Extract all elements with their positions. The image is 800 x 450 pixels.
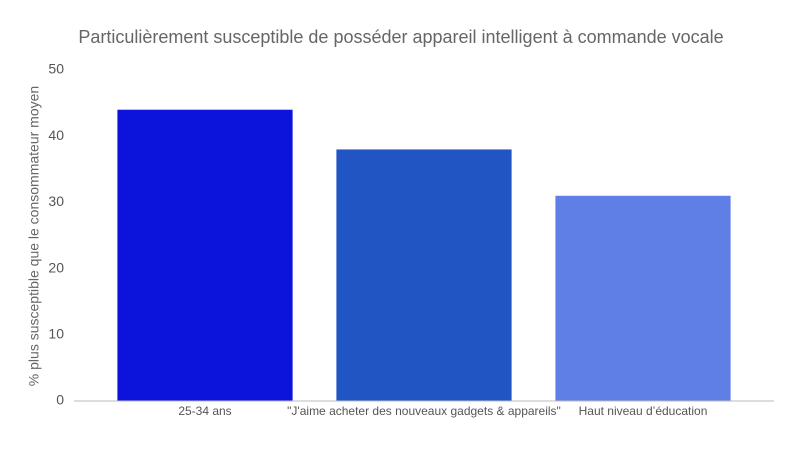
y-tick-label: 10 (48, 326, 64, 342)
bar (555, 195, 731, 401)
y-tick-label: 20 (48, 259, 64, 275)
chart-title: Particulièrement susceptible de posséder… (78, 27, 723, 47)
bar (117, 109, 293, 401)
y-tick-label: 0 (56, 392, 64, 408)
x-tick-label: Haut niveau d’éducation (579, 404, 708, 418)
bar (336, 149, 512, 401)
y-tick-label: 50 (48, 61, 64, 77)
x-tick-label: 25-34 ans (178, 404, 231, 418)
y-tick-label: 40 (48, 127, 64, 143)
y-tick-label: 30 (48, 193, 64, 209)
y-axis-label: % plus susceptible que le consommateur m… (26, 86, 42, 386)
x-tick-label: "J'aime acheter des nouveaux gadgets & a… (287, 404, 561, 418)
